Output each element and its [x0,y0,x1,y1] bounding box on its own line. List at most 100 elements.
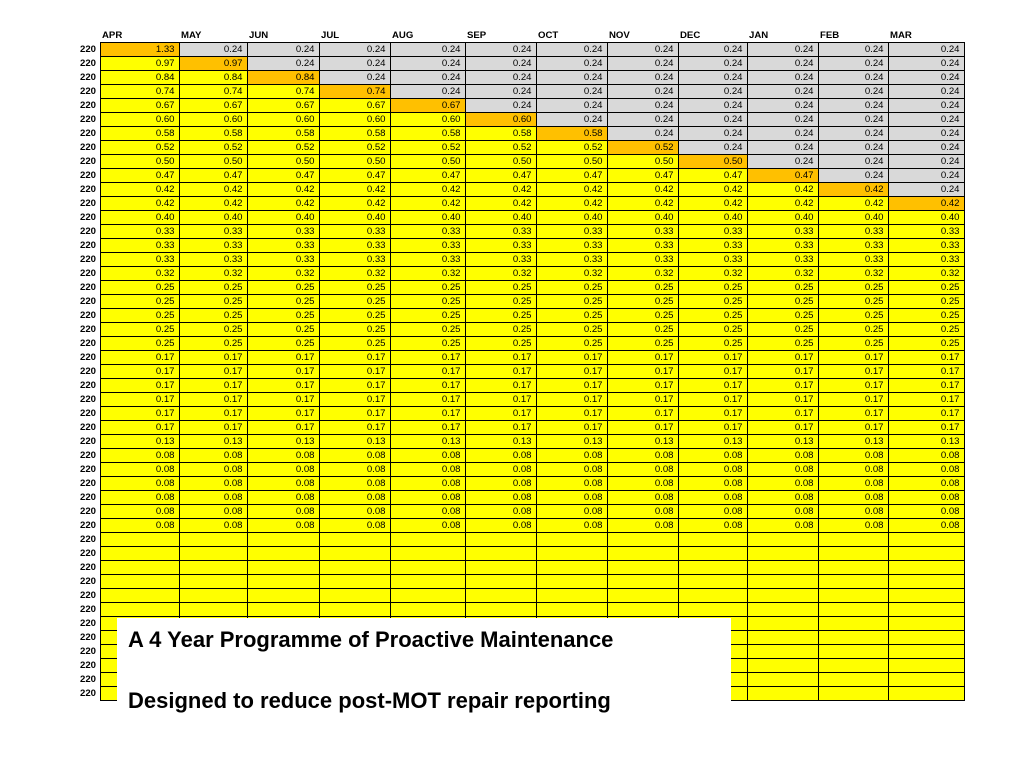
table-cell: 0.17 [606,420,679,435]
table-cell: 0.17 [178,406,248,421]
table-cell: 0.24 [887,84,965,99]
table-cell: 0.33 [389,224,466,239]
table-cell: 0.08 [464,490,537,505]
row-label: 220 [80,72,97,83]
table-cell: 0.40 [817,210,889,225]
table-cell: 0.08 [389,462,466,477]
table-cell: 0.33 [389,252,466,267]
table-cell: 0.24 [535,56,608,71]
table-cell: 0.17 [817,378,889,393]
table-cell: 0.08 [746,448,819,463]
table-cell [746,644,819,659]
table-cell: 0.25 [318,294,391,309]
row-label: 220 [80,450,97,461]
table-cell [464,588,537,603]
table-cell: 0.24 [817,70,889,85]
table-cell: 0.08 [606,518,679,533]
table-cell: 0.17 [246,406,320,421]
table-row: 220 0.33 0.33 0.33 0.33 0.33 0.33 0.33 0.33 0.33 0… [78,238,965,253]
table-cell: 0.24 [817,168,889,183]
table-cell: 0.08 [178,448,248,463]
table-cell: 0.25 [817,336,889,351]
month-header-apr: APR [102,30,123,41]
table-cell: 0.17 [389,406,466,421]
table-cell: 0.25 [887,280,965,295]
table-cell [887,560,965,575]
table-cell: 0.24 [677,56,748,71]
table-cell: 0.42 [746,182,819,197]
table-cell: 0.08 [817,490,889,505]
table-cell: 0.24 [464,56,537,71]
table-cell: 0.08 [178,518,248,533]
table-cell: 0.24 [817,154,889,169]
table-cell [817,588,889,603]
row-label: 220 [80,576,97,587]
table-row: 220 0.17 0.17 0.17 0.17 0.17 0.17 0.17 0.17 0.17 0… [78,350,965,365]
table-cell: 0.42 [535,182,608,197]
row-label: 220 [80,296,97,307]
table-cell: 0.25 [887,294,965,309]
table-cell: 0.74 [246,84,320,99]
table-header: APR MAY JUN JUL AUG SEP OCT NOV DEC JAN FEB MAR [78,30,964,43]
table-cell: 0.08 [887,490,965,505]
maintenance-schedule-table: APR MAY JUN JUL AUG SEP OCT NOV DEC JAN FEB MAR 220… [78,30,965,701]
table-cell: 0.17 [606,392,679,407]
table-cell: 0.17 [677,364,748,379]
table-cell [318,588,391,603]
row-label: 220 [80,114,97,125]
table-cell: 0.24 [746,70,819,85]
table-cell: 0.17 [887,364,965,379]
table-cell: 0.25 [746,294,819,309]
table-cell: 0.33 [318,238,391,253]
table-cell: 0.17 [887,378,965,393]
table-cell: 0.25 [887,308,965,323]
table-cell: 0.13 [677,434,748,449]
table-cell: 0.60 [246,112,320,127]
table-cell: 0.25 [817,308,889,323]
table-cell: 0.17 [746,378,819,393]
row-label: 220 [80,156,97,167]
table-cell [99,588,180,603]
table-cell: 0.32 [535,266,608,281]
table-cell: 0.08 [677,448,748,463]
table-cell: 0.17 [246,364,320,379]
table-cell: 0.25 [464,322,537,337]
table-cell: 0.24 [535,84,608,99]
table-cell: 0.25 [178,294,248,309]
table-cell [746,602,819,617]
table-cell: 0.32 [677,266,748,281]
table-cell: 0.60 [99,112,180,127]
table-cell [887,532,965,547]
table-cell [246,588,320,603]
table-cell: 0.24 [606,98,679,113]
table-cell: 0.25 [887,322,965,337]
table-cell: 0.08 [746,462,819,477]
month-header-feb: FEB [820,30,840,41]
table-cell: 0.24 [389,56,466,71]
table-cell: 0.42 [246,182,320,197]
table-row: 220 0.17 0.17 0.17 0.17 0.17 0.17 0.17 0.17 0.17 0… [78,420,965,435]
table-cell: 0.17 [464,392,537,407]
table-cell [464,602,537,617]
table-cell: 0.32 [817,266,889,281]
table-cell: 0.47 [535,168,608,183]
table-cell: 0.32 [99,266,180,281]
table-cell [817,546,889,561]
table-cell: 0.42 [535,196,608,211]
row-label: 220 [80,506,97,517]
table-cell: 0.84 [178,70,248,85]
table-cell: 0.08 [677,518,748,533]
table-cell: 0.08 [817,476,889,491]
table-cell: 0.50 [464,154,537,169]
table-cell: 0.33 [178,238,248,253]
table-cell: 0.25 [318,280,391,295]
table-cell [99,602,180,617]
table-cell: 0.08 [535,504,608,519]
table-cell [318,602,391,617]
table-cell [389,532,466,547]
table-cell [178,532,248,547]
table-row: 220 [78,588,965,603]
table-cell: 0.17 [389,378,466,393]
table-cell [535,602,608,617]
table-row: 220 0.13 0.13 0.13 0.13 0.13 0.13 0.13 0.13 0.13 0… [78,434,965,449]
